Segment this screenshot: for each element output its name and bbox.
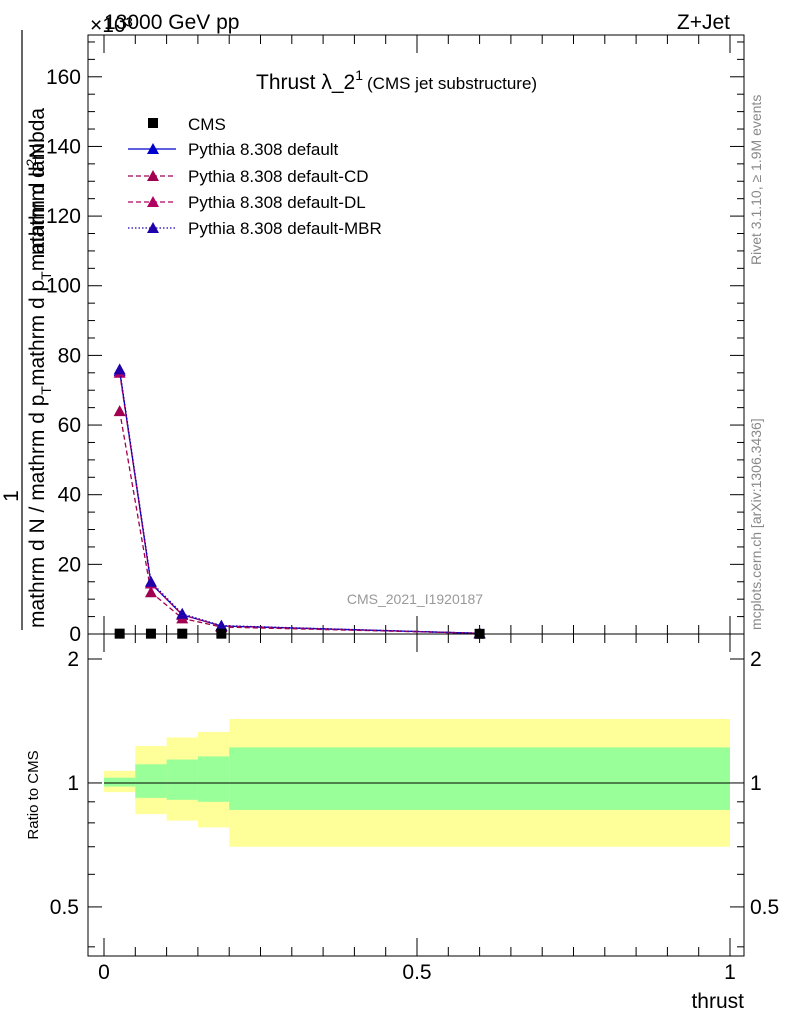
ratio-y-tick-label-left: 0.5 (50, 896, 79, 919)
legend-mbr-marker (147, 222, 159, 233)
y-axis-label-denominator: mathrm d N / mathrm d pTmathrm d pTmathr… (26, 108, 54, 628)
ratio-panel-frame (87, 633, 745, 957)
legend-cms-label: CMS (188, 115, 226, 134)
legend: CMS Pythia 8.308 default Pythia 8.308 de… (128, 115, 382, 238)
y-axis-denominator-a: mathrm d N / mathrm d p (26, 395, 49, 628)
y-tick-label: 20 (58, 553, 81, 576)
y-tick-label: 80 (58, 344, 81, 367)
energy-label: 13000 GeV pp (104, 11, 239, 34)
legend-default-marker (147, 143, 159, 154)
y-axis-numerator-n: N (26, 143, 49, 158)
x-tick-label: 0.5 (402, 961, 431, 984)
legend-dl-marker (147, 196, 159, 207)
y-axis-denominator-b: mathrm d p (26, 280, 49, 386)
ratio-y-tick-label-right: 0.5 (750, 896, 779, 919)
legend-cms-marker (148, 118, 158, 128)
legend-cd-label: Pythia 8.308 default-CD (188, 167, 369, 186)
ratio-y-tick-label-right: 1 (750, 772, 762, 795)
ratio-band-inner (104, 777, 136, 787)
y-tick-label: 140 (46, 135, 81, 158)
series-marker-4 (215, 619, 228, 631)
x-axis-label: thrust (691, 990, 744, 1013)
plot-title-sub: (CMS jet substructure) (367, 74, 537, 93)
x-tick-labels: 0 0.5 1 (98, 961, 736, 984)
y-axis-label: 1 mathrm d2N mathrm d N / mathrm d pTmat… (0, 30, 54, 630)
process-label: Z+Jet (677, 11, 730, 34)
exponent-label: ×10³ (90, 14, 133, 37)
series-marker-4 (113, 363, 126, 375)
ratio-y-tick-label-left: 2 (67, 648, 79, 671)
legend-cd-marker (147, 170, 159, 181)
ratio-y-tick-label-right: 2 (750, 648, 762, 671)
y-axis-label-numerator: mathrm d2N (23, 143, 49, 255)
legend-default-label: Pythia 8.308 default (188, 140, 339, 159)
y-tick-label: 0 (69, 623, 81, 646)
y-axis-numerator-d: mathrm d (26, 166, 49, 255)
main-panel-frame (87, 34, 745, 635)
series-marker-2 (144, 586, 157, 598)
ratio-band-inner (229, 747, 730, 810)
mcplots-label: mcplots.cern.ch [arXiv:1306.3436] (748, 418, 764, 630)
x-tick-label: 1 (724, 961, 736, 984)
legend-mbr-label: Pythia 8.308 default-MBR (188, 219, 382, 238)
analysis-watermark: CMS_2021_I1920187 (347, 591, 483, 607)
legend-dl-label: Pythia 8.308 default-DL (188, 193, 366, 212)
ratio-y-tick-labels: 0.5 0.5 1 1 2 2 (50, 648, 779, 919)
y-tick-label: 120 (46, 205, 81, 228)
y-axis-denominator-sub2: T (38, 271, 54, 280)
ratio-band-inner (197, 756, 230, 802)
y-axis-denominator-c: mathrm d lambda (26, 108, 49, 272)
y-axis-label-one: 1 (0, 490, 23, 502)
y-tick-label: 40 (58, 484, 81, 507)
ratio-band-inner (166, 759, 198, 800)
plot-title: Thrust λ_21 (CMS jet substructure) (256, 67, 537, 94)
ratio-axis-ticks (88, 634, 744, 956)
main-axis-ticks (88, 35, 744, 635)
y-axis-numerator-sup: 2 (23, 158, 39, 166)
plot-title-sup: 1 (355, 67, 363, 83)
series-marker-4 (144, 575, 157, 587)
y-axis-denominator-sub: T (38, 386, 54, 395)
ratio-y-tick-label-left: 1 (67, 772, 79, 795)
y-tick-label: 160 (46, 66, 81, 89)
y-tick-label: 60 (58, 414, 81, 437)
series-marker-4 (176, 607, 189, 619)
ratio-y-axis-label: Ratio to CMS (25, 750, 42, 839)
series-marker-2 (113, 405, 126, 417)
plot-title-main: Thrust λ_2 (256, 71, 355, 94)
ratio-band-inner (135, 764, 167, 798)
rivet-version-label: Rivet 3.1.10, ≥ 1.9M events (748, 95, 764, 265)
x-tick-label: 0 (98, 961, 110, 984)
main-y-tick-labels: 0 20 40 60 80 100 120 140 160 (46, 66, 81, 646)
y-tick-label: 100 (46, 275, 81, 298)
